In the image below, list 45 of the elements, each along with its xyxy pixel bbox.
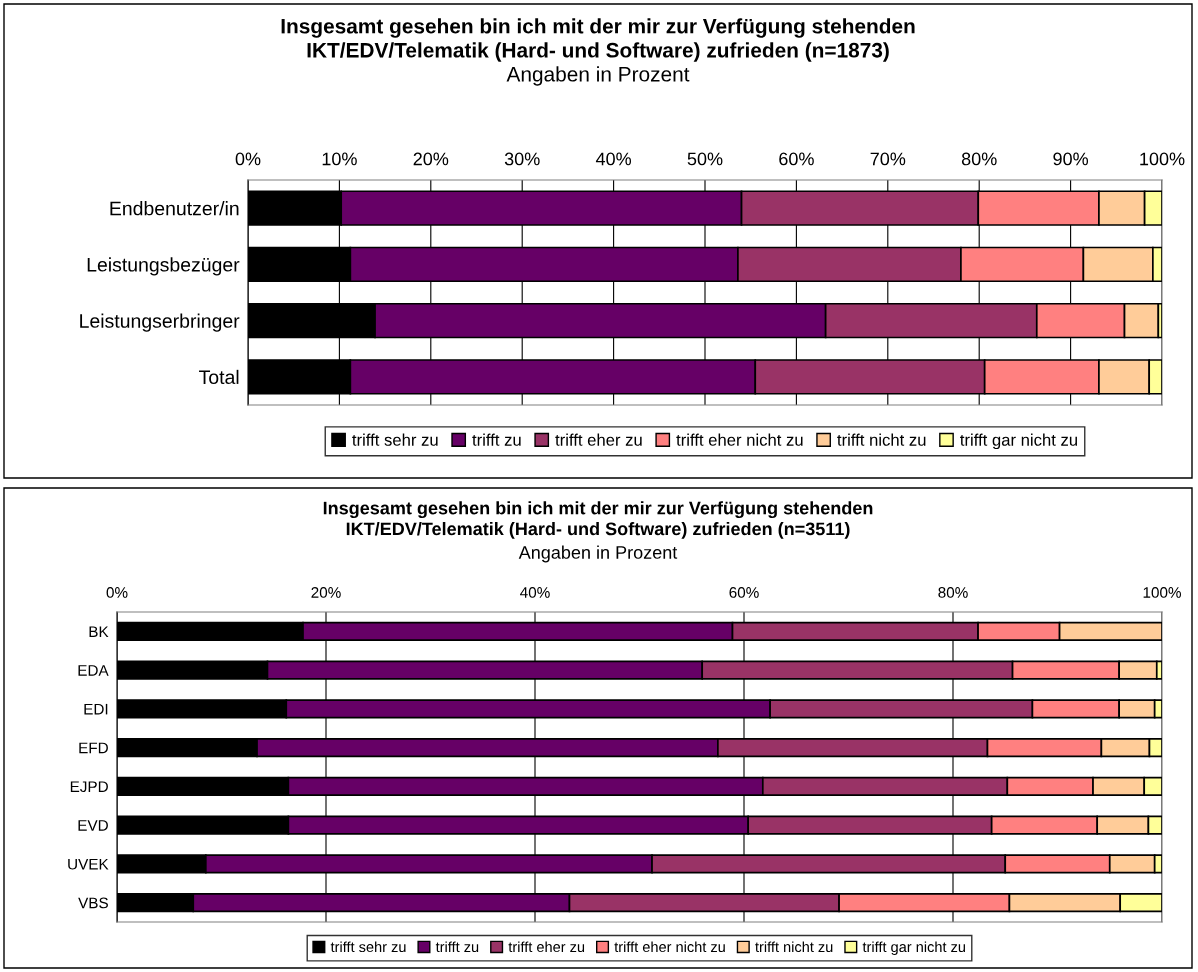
legend-label: trifft sehr zu (330, 941, 406, 953)
legend-label: trifft eher zu (508, 941, 585, 953)
y-tick-label: EFD (79, 742, 108, 754)
x-tick-label: 40% (520, 587, 550, 598)
x-tick-label: 40% (595, 152, 632, 166)
legend-label: trifft eher zu (555, 433, 642, 446)
x-tick-label: 60% (779, 152, 814, 166)
y-tick-label: UVEK (68, 858, 109, 870)
y-tick-label: Leistungserbringer (80, 313, 240, 332)
legend-label: trifft eher nicht zu (676, 433, 803, 446)
legend-label: trifft nicht zu (837, 433, 926, 446)
legend-label: trifft gar nicht zu (862, 941, 965, 955)
y-tick-label: EDI (84, 703, 108, 715)
y-tick-label: Leistungsbezüger (87, 257, 240, 276)
y-tick-label: VBS (78, 897, 108, 909)
legend-label: trifft eher nicht zu (614, 941, 725, 953)
x-tick-label: 70% (870, 152, 906, 166)
x-tick-label: 90% (1053, 152, 1089, 166)
legend-label: trifft sehr zu (352, 433, 438, 446)
x-tick-label: 80% (938, 587, 968, 598)
legend-label: trifft zu (472, 433, 521, 446)
y-tick-label: Total (199, 369, 239, 385)
y-tick-label: EJPD (70, 781, 108, 793)
chart-subtitle: Angaben in Prozent (506, 66, 690, 86)
x-tick-label: 80% (961, 152, 997, 166)
chart-subtitle: Angaben in Prozent (518, 545, 678, 563)
y-tick-label: Endbenutzer/in (110, 201, 239, 216)
legend-label: trifft gar nicht zu (960, 433, 1077, 450)
chart-title: Insgesamt gesehen bin ich mit der mir zur Verfügung stehenden IKT/EDV/Telematik (Hard- und Software) zufrieden (n=1873) (281, 18, 915, 62)
x-tick-label: 0% (106, 587, 128, 598)
legend-label: trifft zu (435, 941, 479, 953)
x-tick-label: 100% (1143, 587, 1181, 598)
x-tick-label: 30% (504, 152, 540, 166)
y-tick-label: BK (89, 626, 109, 637)
x-tick-label: 100% (1140, 152, 1185, 166)
y-tick-label: EVD (78, 820, 108, 831)
legend-label: trifft nicht zu (755, 941, 833, 953)
x-tick-label: 50% (687, 152, 723, 166)
x-tick-label: 60% (729, 587, 759, 598)
x-tick-label: 0% (235, 152, 261, 166)
x-tick-label: 20% (311, 587, 341, 598)
x-tick-label: 20% (413, 152, 449, 166)
y-tick-label: EDA (78, 665, 109, 676)
chart-title: Insgesamt gesehen bin ich mit der mir zur Verfügung stehenden IKT/EDV/Telematik (Hard- und Software) zufrieden (n=3511) (323, 501, 873, 539)
x-tick-label: 10% (322, 152, 357, 166)
